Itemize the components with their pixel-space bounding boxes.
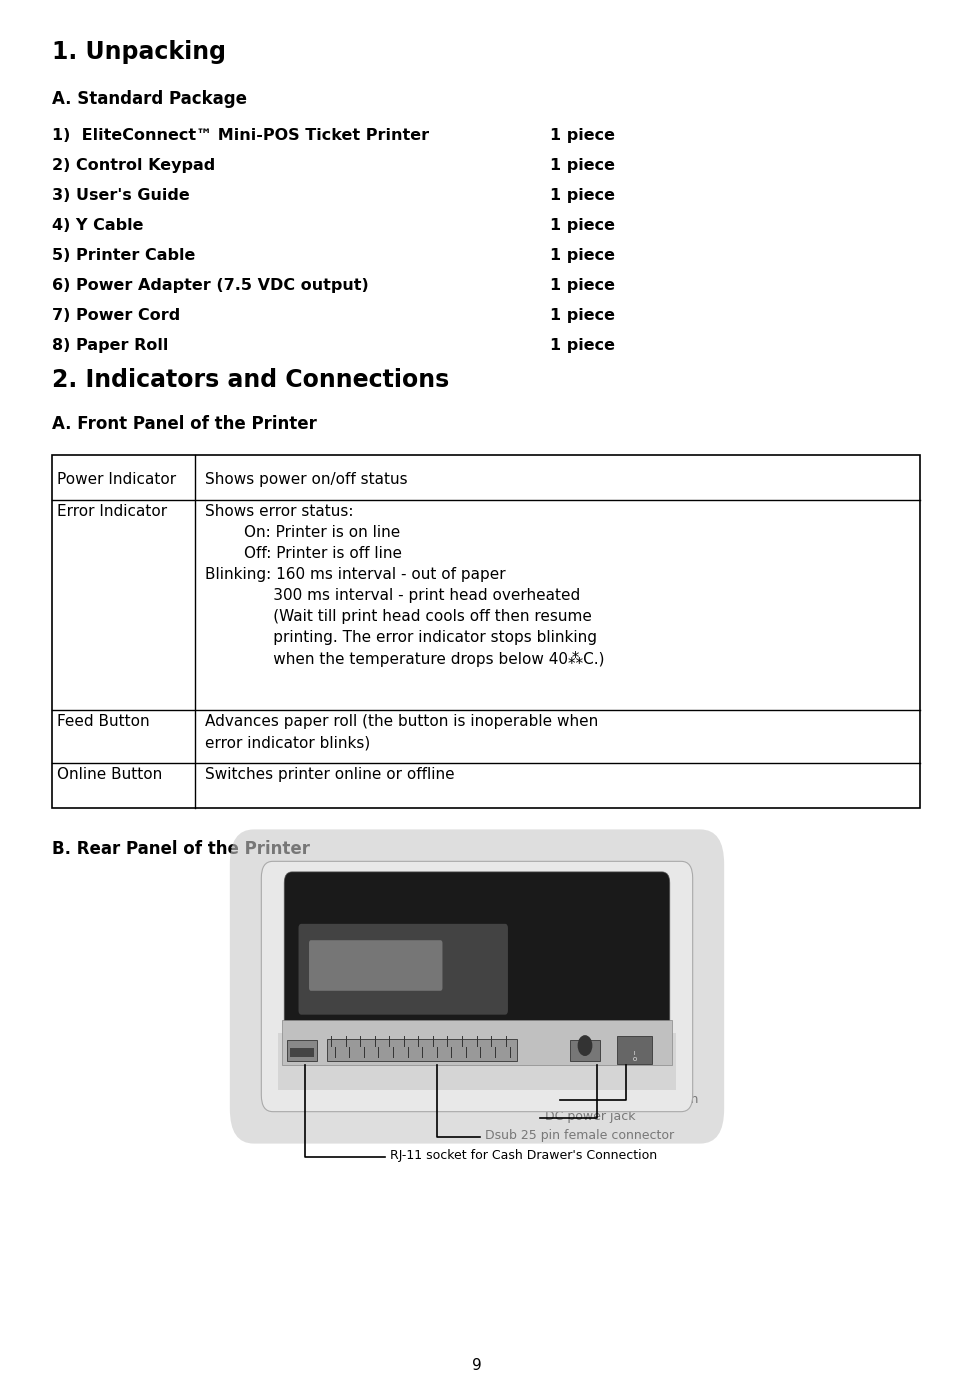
- Text: 1 piece: 1 piece: [550, 278, 615, 293]
- Text: DC power jack: DC power jack: [544, 1110, 635, 1123]
- Text: 8) Paper Roll: 8) Paper Roll: [52, 339, 168, 353]
- Text: 1)  EliteConnect™ Mini-POS Ticket Printer: 1) EliteConnect™ Mini-POS Ticket Printer: [52, 128, 429, 143]
- Text: 2. Indicators and Connections: 2. Indicators and Connections: [52, 368, 449, 391]
- Text: 1 piece: 1 piece: [550, 218, 615, 233]
- Text: 1 piece: 1 piece: [550, 187, 615, 203]
- Bar: [327, 1038, 517, 1060]
- Text: when the temperature drops below 40⁂C.): when the temperature drops below 40⁂C.): [204, 651, 603, 668]
- Text: Shows error status:: Shows error status:: [204, 504, 353, 519]
- Text: 1 piece: 1 piece: [550, 248, 615, 262]
- Text: 300 ms interval - print head overheated: 300 ms interval - print head overheated: [204, 589, 579, 602]
- Text: Advances paper roll (the button is inoperable when: Advances paper roll (the button is inope…: [204, 713, 598, 729]
- Text: Switches printer online or offline: Switches printer online or offline: [204, 768, 454, 781]
- Text: Off: Printer is off line: Off: Printer is off line: [204, 545, 401, 561]
- Text: printing. The error indicator stops blinking: printing. The error indicator stops blin…: [204, 630, 596, 645]
- Text: (Wait till print head cools off then resume: (Wait till print head cools off then res…: [204, 609, 591, 625]
- Text: Online Button: Online Button: [57, 768, 162, 781]
- Bar: [52, 455, 919, 808]
- Text: error indicator blinks): error indicator blinks): [204, 736, 370, 750]
- Text: 2) Control Keypad: 2) Control Keypad: [52, 158, 215, 174]
- Text: 1 piece: 1 piece: [550, 339, 615, 353]
- FancyBboxPatch shape: [261, 862, 692, 1112]
- Text: 1 piece: 1 piece: [550, 158, 615, 174]
- Text: Blinking: 160 ms interval - out of paper: Blinking: 160 ms interval - out of paper: [204, 568, 505, 582]
- Bar: [277, 1033, 676, 1090]
- Text: 1 piece: 1 piece: [550, 128, 615, 143]
- Text: On: Printer is on line: On: Printer is on line: [204, 525, 399, 540]
- Text: Shows power on/off status: Shows power on/off status: [204, 472, 407, 487]
- FancyBboxPatch shape: [230, 830, 723, 1144]
- Text: 7) Power Cord: 7) Power Cord: [52, 308, 180, 323]
- Bar: [617, 1035, 651, 1063]
- FancyBboxPatch shape: [298, 924, 507, 1015]
- Text: Error Indicator: Error Indicator: [57, 504, 167, 519]
- Text: B. Rear Panel of the Printer: B. Rear Panel of the Printer: [52, 840, 310, 858]
- Text: 3) User's Guide: 3) User's Guide: [52, 187, 190, 203]
- FancyBboxPatch shape: [309, 940, 442, 991]
- Text: 1. Unpacking: 1. Unpacking: [52, 40, 226, 64]
- Text: RJ-11 socket for Cash Drawer's Connection: RJ-11 socket for Cash Drawer's Connectio…: [390, 1149, 657, 1162]
- Circle shape: [578, 1035, 591, 1055]
- Text: 5) Printer Cable: 5) Printer Cable: [52, 248, 195, 262]
- Bar: [282, 1020, 671, 1065]
- Text: A. Standard Package: A. Standard Package: [52, 90, 247, 108]
- Text: 4) Y Cable: 4) Y Cable: [52, 218, 143, 233]
- Text: Power Indicator: Power Indicator: [57, 472, 175, 487]
- Text: 1 piece: 1 piece: [550, 308, 615, 323]
- Text: 6) Power Adapter (7.5 VDC output): 6) Power Adapter (7.5 VDC output): [52, 278, 369, 293]
- Text: Feed Button: Feed Button: [57, 713, 150, 729]
- Text: Power ON/OFF switch: Power ON/OFF switch: [564, 1092, 698, 1105]
- Text: Dsub 25 pin female connector: Dsub 25 pin female connector: [484, 1128, 673, 1142]
- Bar: [287, 1040, 316, 1060]
- Text: A. Front Panel of the Printer: A. Front Panel of the Printer: [52, 415, 316, 433]
- Bar: [290, 1048, 314, 1056]
- Text: I
O: I O: [632, 1051, 636, 1062]
- FancyBboxPatch shape: [284, 872, 669, 1044]
- Text: 9: 9: [472, 1357, 481, 1373]
- Bar: [569, 1040, 599, 1060]
